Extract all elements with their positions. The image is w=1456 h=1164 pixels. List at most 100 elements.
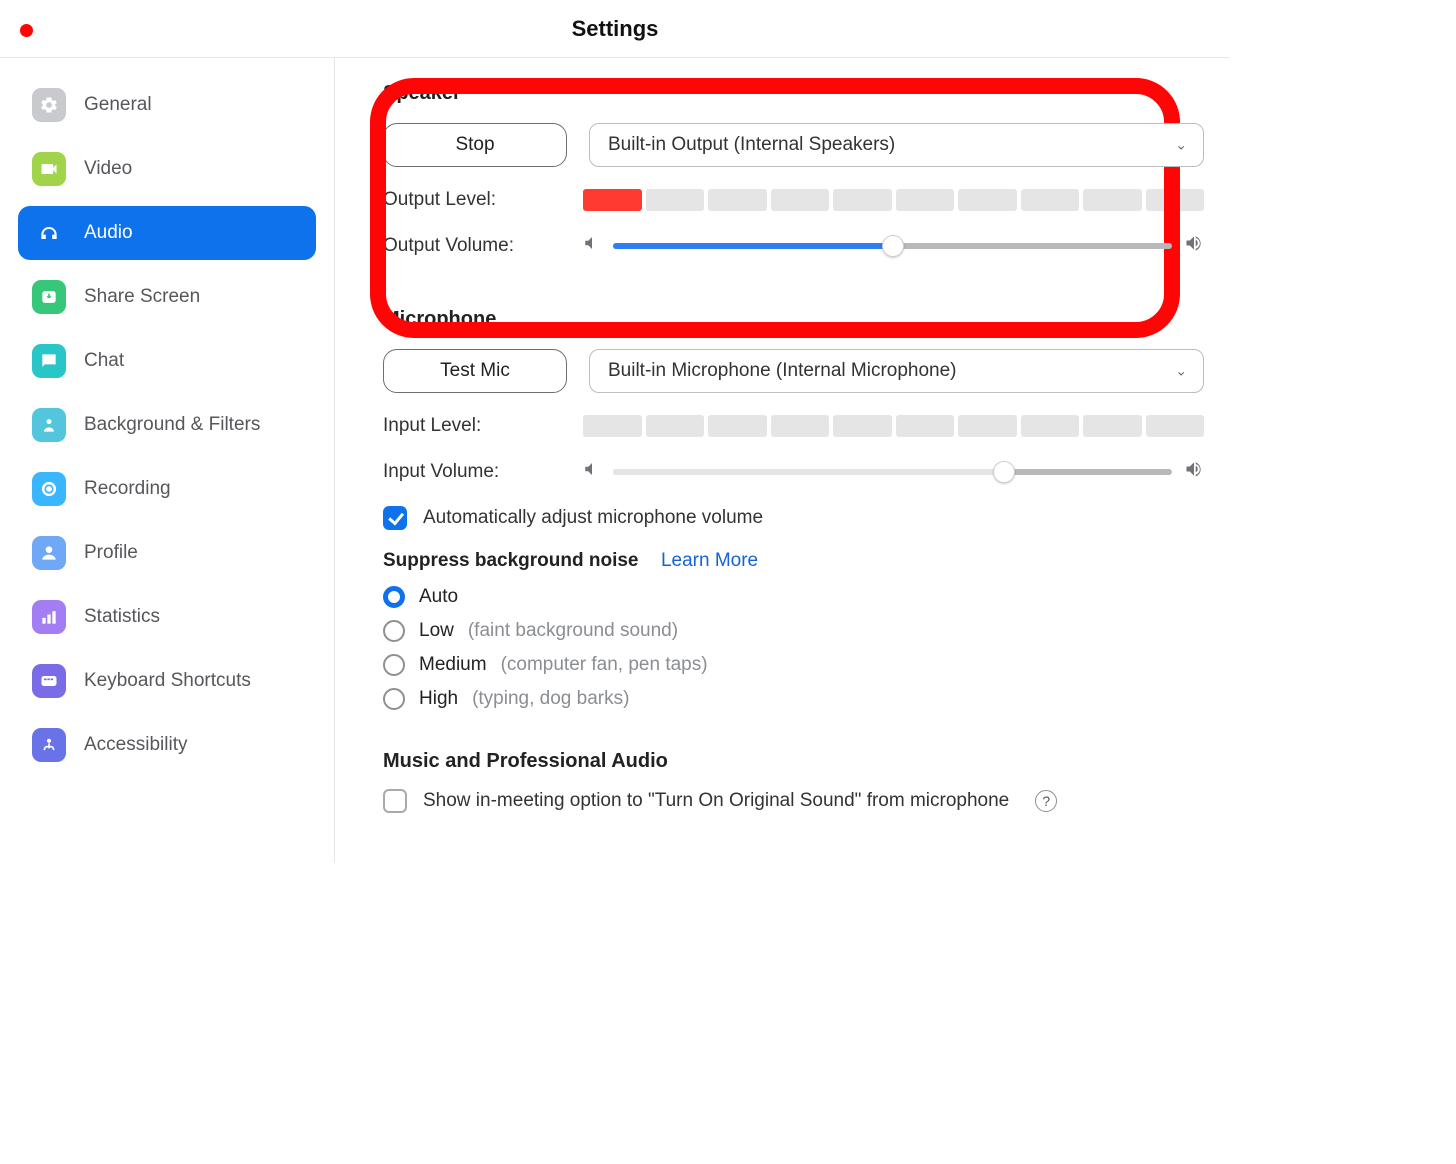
sidebar-item-label: Video [84, 158, 132, 180]
auto-adjust-mic-label: Automatically adjust microphone volume [423, 507, 763, 529]
speaker-output-level-meter [583, 189, 1204, 211]
sidebar-item-background-filters-icon [32, 408, 66, 442]
noise-option-label: Medium [419, 654, 487, 676]
volume-high-icon [1184, 233, 1204, 258]
learn-more-link[interactable]: Learn More [661, 550, 758, 571]
sidebar-item-label: Share Screen [84, 286, 200, 308]
level-segment [708, 415, 767, 437]
sidebar-item-recording[interactable]: Recording [18, 462, 316, 516]
noise-option-label: Low [419, 620, 454, 642]
level-segment [1083, 415, 1142, 437]
sidebar-item-accessibility-icon [32, 728, 66, 762]
speaker-section-title: Speaker [383, 82, 1204, 105]
volume-low-icon [583, 234, 601, 257]
level-segment [771, 189, 830, 211]
sidebar-item-chat[interactable]: Chat [18, 334, 316, 388]
speaker-device-dropdown[interactable]: Built-in Output (Internal Speakers) ⌄ [589, 123, 1204, 167]
level-segment [1083, 189, 1142, 211]
volume-low-icon [583, 460, 601, 483]
noise-option-hint: (computer fan, pen taps) [501, 654, 708, 676]
level-segment [833, 189, 892, 211]
sidebar-item-label: Accessibility [84, 734, 187, 756]
level-segment [833, 415, 892, 437]
sidebar-item-label: General [84, 94, 152, 116]
radio-icon [383, 688, 405, 710]
level-segment [1146, 415, 1205, 437]
sidebar-item-accessibility[interactable]: Accessibility [18, 718, 316, 772]
speaker-device-value: Built-in Output (Internal Speakers) [608, 134, 895, 156]
sidebar-item-recording-icon [32, 472, 66, 506]
noise-option-hint: (faint background sound) [468, 620, 678, 642]
original-sound-label: Show in-meeting option to "Turn On Origi… [423, 790, 1009, 812]
noise-option-low[interactable]: Low (faint background sound) [383, 620, 1204, 642]
help-icon[interactable]: ? [1035, 790, 1057, 812]
sidebar-item-label: Keyboard Shortcuts [84, 670, 251, 692]
microphone-device-dropdown[interactable]: Built-in Microphone (Internal Microphone… [589, 349, 1204, 393]
sidebar-item-label: Recording [84, 478, 171, 500]
noise-suppression-options: Auto Low (faint background sound) Medium (… [383, 586, 1204, 710]
sidebar-item-profile[interactable]: Profile [18, 526, 316, 580]
output-level-label: Output Level: [383, 189, 583, 211]
music-section-title: Music and Professional Audio [383, 750, 1204, 773]
level-segment [896, 189, 955, 211]
sidebar-item-keyboard-shortcuts-icon [32, 664, 66, 698]
content-pane: Speaker Stop Built-in Output (Internal S… [335, 58, 1230, 863]
sidebar-item-label: Audio [84, 222, 133, 244]
noise-option-auto[interactable]: Auto [383, 586, 1204, 608]
suppress-noise-title: Suppress background noise [383, 550, 639, 572]
level-segment [896, 415, 955, 437]
sidebar-item-share-screen-icon [32, 280, 66, 314]
radio-icon [383, 654, 405, 676]
titlebar: Settings [0, 0, 1230, 58]
input-level-label: Input Level: [383, 415, 583, 437]
auto-adjust-mic-checkbox[interactable] [383, 506, 407, 530]
noise-option-label: Auto [419, 586, 458, 608]
level-segment [958, 189, 1017, 211]
radio-icon [383, 620, 405, 642]
input-volume-label: Input Volume: [383, 461, 583, 483]
sidebar-item-profile-icon [32, 536, 66, 570]
chevron-down-icon: ⌄ [1175, 137, 1187, 154]
window-title: Settings [0, 16, 1230, 42]
level-segment [1021, 415, 1080, 437]
microphone-input-level-meter [583, 415, 1204, 437]
output-volume-label: Output Volume: [383, 235, 583, 257]
sidebar-item-keyboard-shortcuts[interactable]: Keyboard Shortcuts [18, 654, 316, 708]
sidebar-item-general[interactable]: General [18, 78, 316, 132]
level-segment [646, 189, 705, 211]
sidebar-item-background-filters[interactable]: Background & Filters [18, 398, 316, 452]
sidebar-item-statistics[interactable]: Statistics [18, 590, 316, 644]
noise-option-label: High [419, 688, 458, 710]
chevron-down-icon: ⌄ [1175, 363, 1187, 380]
level-segment [583, 415, 642, 437]
test-mic-button[interactable]: Test Mic [383, 349, 567, 393]
noise-option-medium[interactable]: Medium (computer fan, pen taps) [383, 654, 1204, 676]
level-segment [583, 189, 642, 211]
sidebar-item-share-screen[interactable]: Share Screen [18, 270, 316, 324]
sidebar-item-general-icon [32, 88, 66, 122]
sidebar-item-statistics-icon [32, 600, 66, 634]
sidebar-item-chat-icon [32, 344, 66, 378]
sidebar-item-audio[interactable]: Audio [18, 206, 316, 260]
microphone-section-title: Microphone [383, 308, 1204, 331]
level-segment [1021, 189, 1080, 211]
noise-option-hint: (typing, dog barks) [472, 688, 629, 710]
level-segment [1146, 189, 1205, 211]
level-segment [646, 415, 705, 437]
close-window-dot[interactable] [20, 24, 33, 37]
sidebar-item-label: Statistics [84, 606, 160, 628]
volume-high-icon [1184, 459, 1204, 484]
microphone-volume-slider[interactable] [613, 469, 1172, 475]
level-segment [958, 415, 1017, 437]
sidebar-item-video[interactable]: Video [18, 142, 316, 196]
sidebar-item-label: Chat [84, 350, 124, 372]
microphone-device-value: Built-in Microphone (Internal Microphone… [608, 360, 957, 382]
sidebar-item-video-icon [32, 152, 66, 186]
original-sound-checkbox[interactable] [383, 789, 407, 813]
speaker-volume-slider[interactable] [613, 243, 1172, 249]
speaker-stop-button[interactable]: Stop [383, 123, 567, 167]
settings-window: Settings General Video Audio Share Screen Ch… [0, 0, 1230, 863]
sidebar-item-label: Background & Filters [84, 414, 260, 436]
noise-option-high[interactable]: High (typing, dog barks) [383, 688, 1204, 710]
sidebar: General Video Audio Share Screen Chat Backgro… [0, 58, 335, 863]
